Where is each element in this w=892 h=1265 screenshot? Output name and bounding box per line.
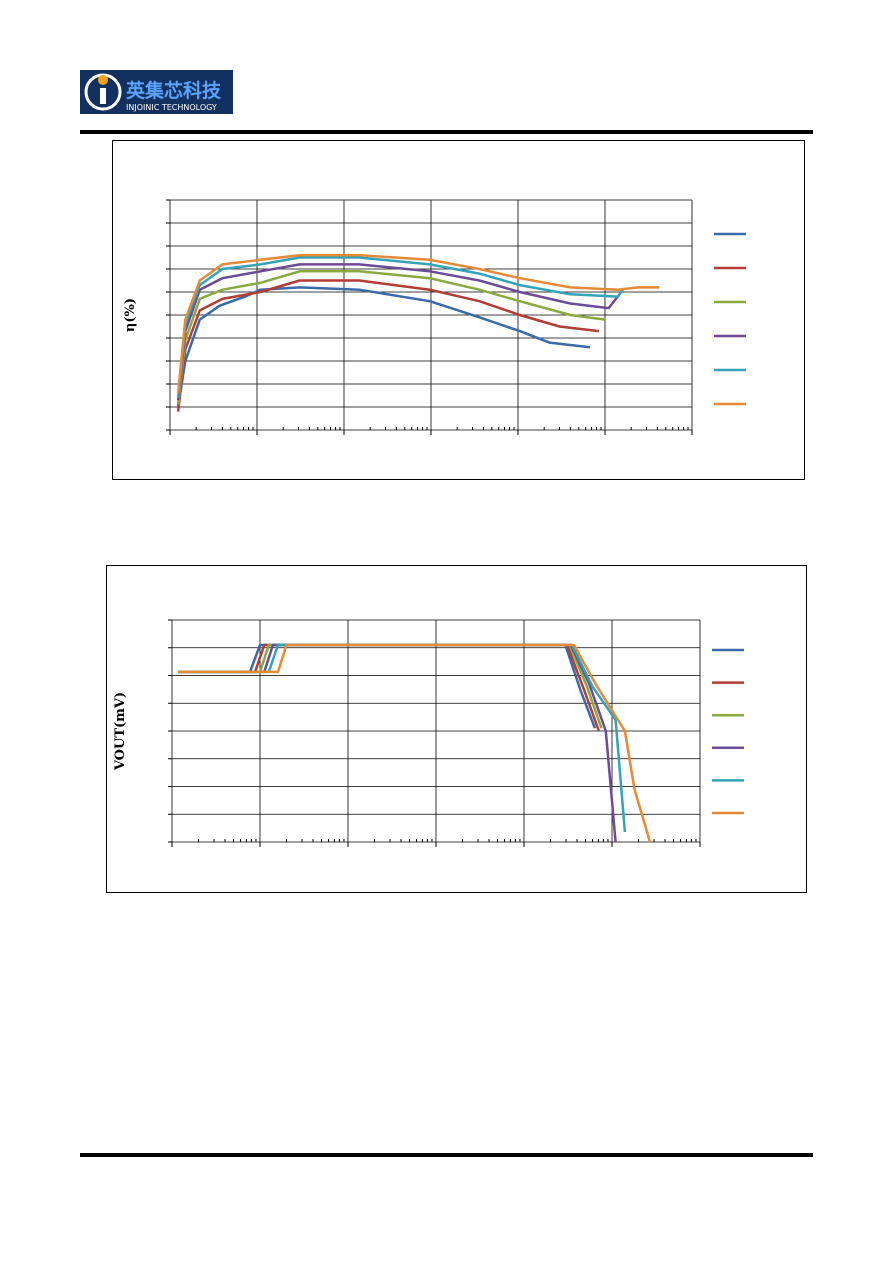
series-line: [178, 643, 597, 729]
series-line: [176, 279, 600, 412]
series-line: [176, 270, 606, 405]
chart-frame: [112, 140, 805, 480]
logo-dot: [98, 75, 108, 85]
series-line: [176, 253, 660, 394]
footer-rule: [80, 1153, 813, 1157]
series-line: [178, 643, 603, 729]
series-line: [176, 263, 619, 401]
y-axis-label: η(%): [123, 298, 138, 332]
header-rule: [80, 130, 813, 134]
series-line: [176, 286, 591, 408]
logo-cn: 英集芯科技: [126, 79, 222, 102]
y-axis-label: VOUT(mV): [113, 692, 128, 771]
series-line: [178, 643, 617, 843]
logo-en: INJOINIC TECHNOLOGY: [126, 103, 217, 112]
series-line: [178, 643, 652, 843]
series-line: [176, 256, 624, 398]
chart-frame: [106, 565, 807, 893]
logo-stem: [100, 88, 106, 104]
series-line: [178, 643, 601, 732]
